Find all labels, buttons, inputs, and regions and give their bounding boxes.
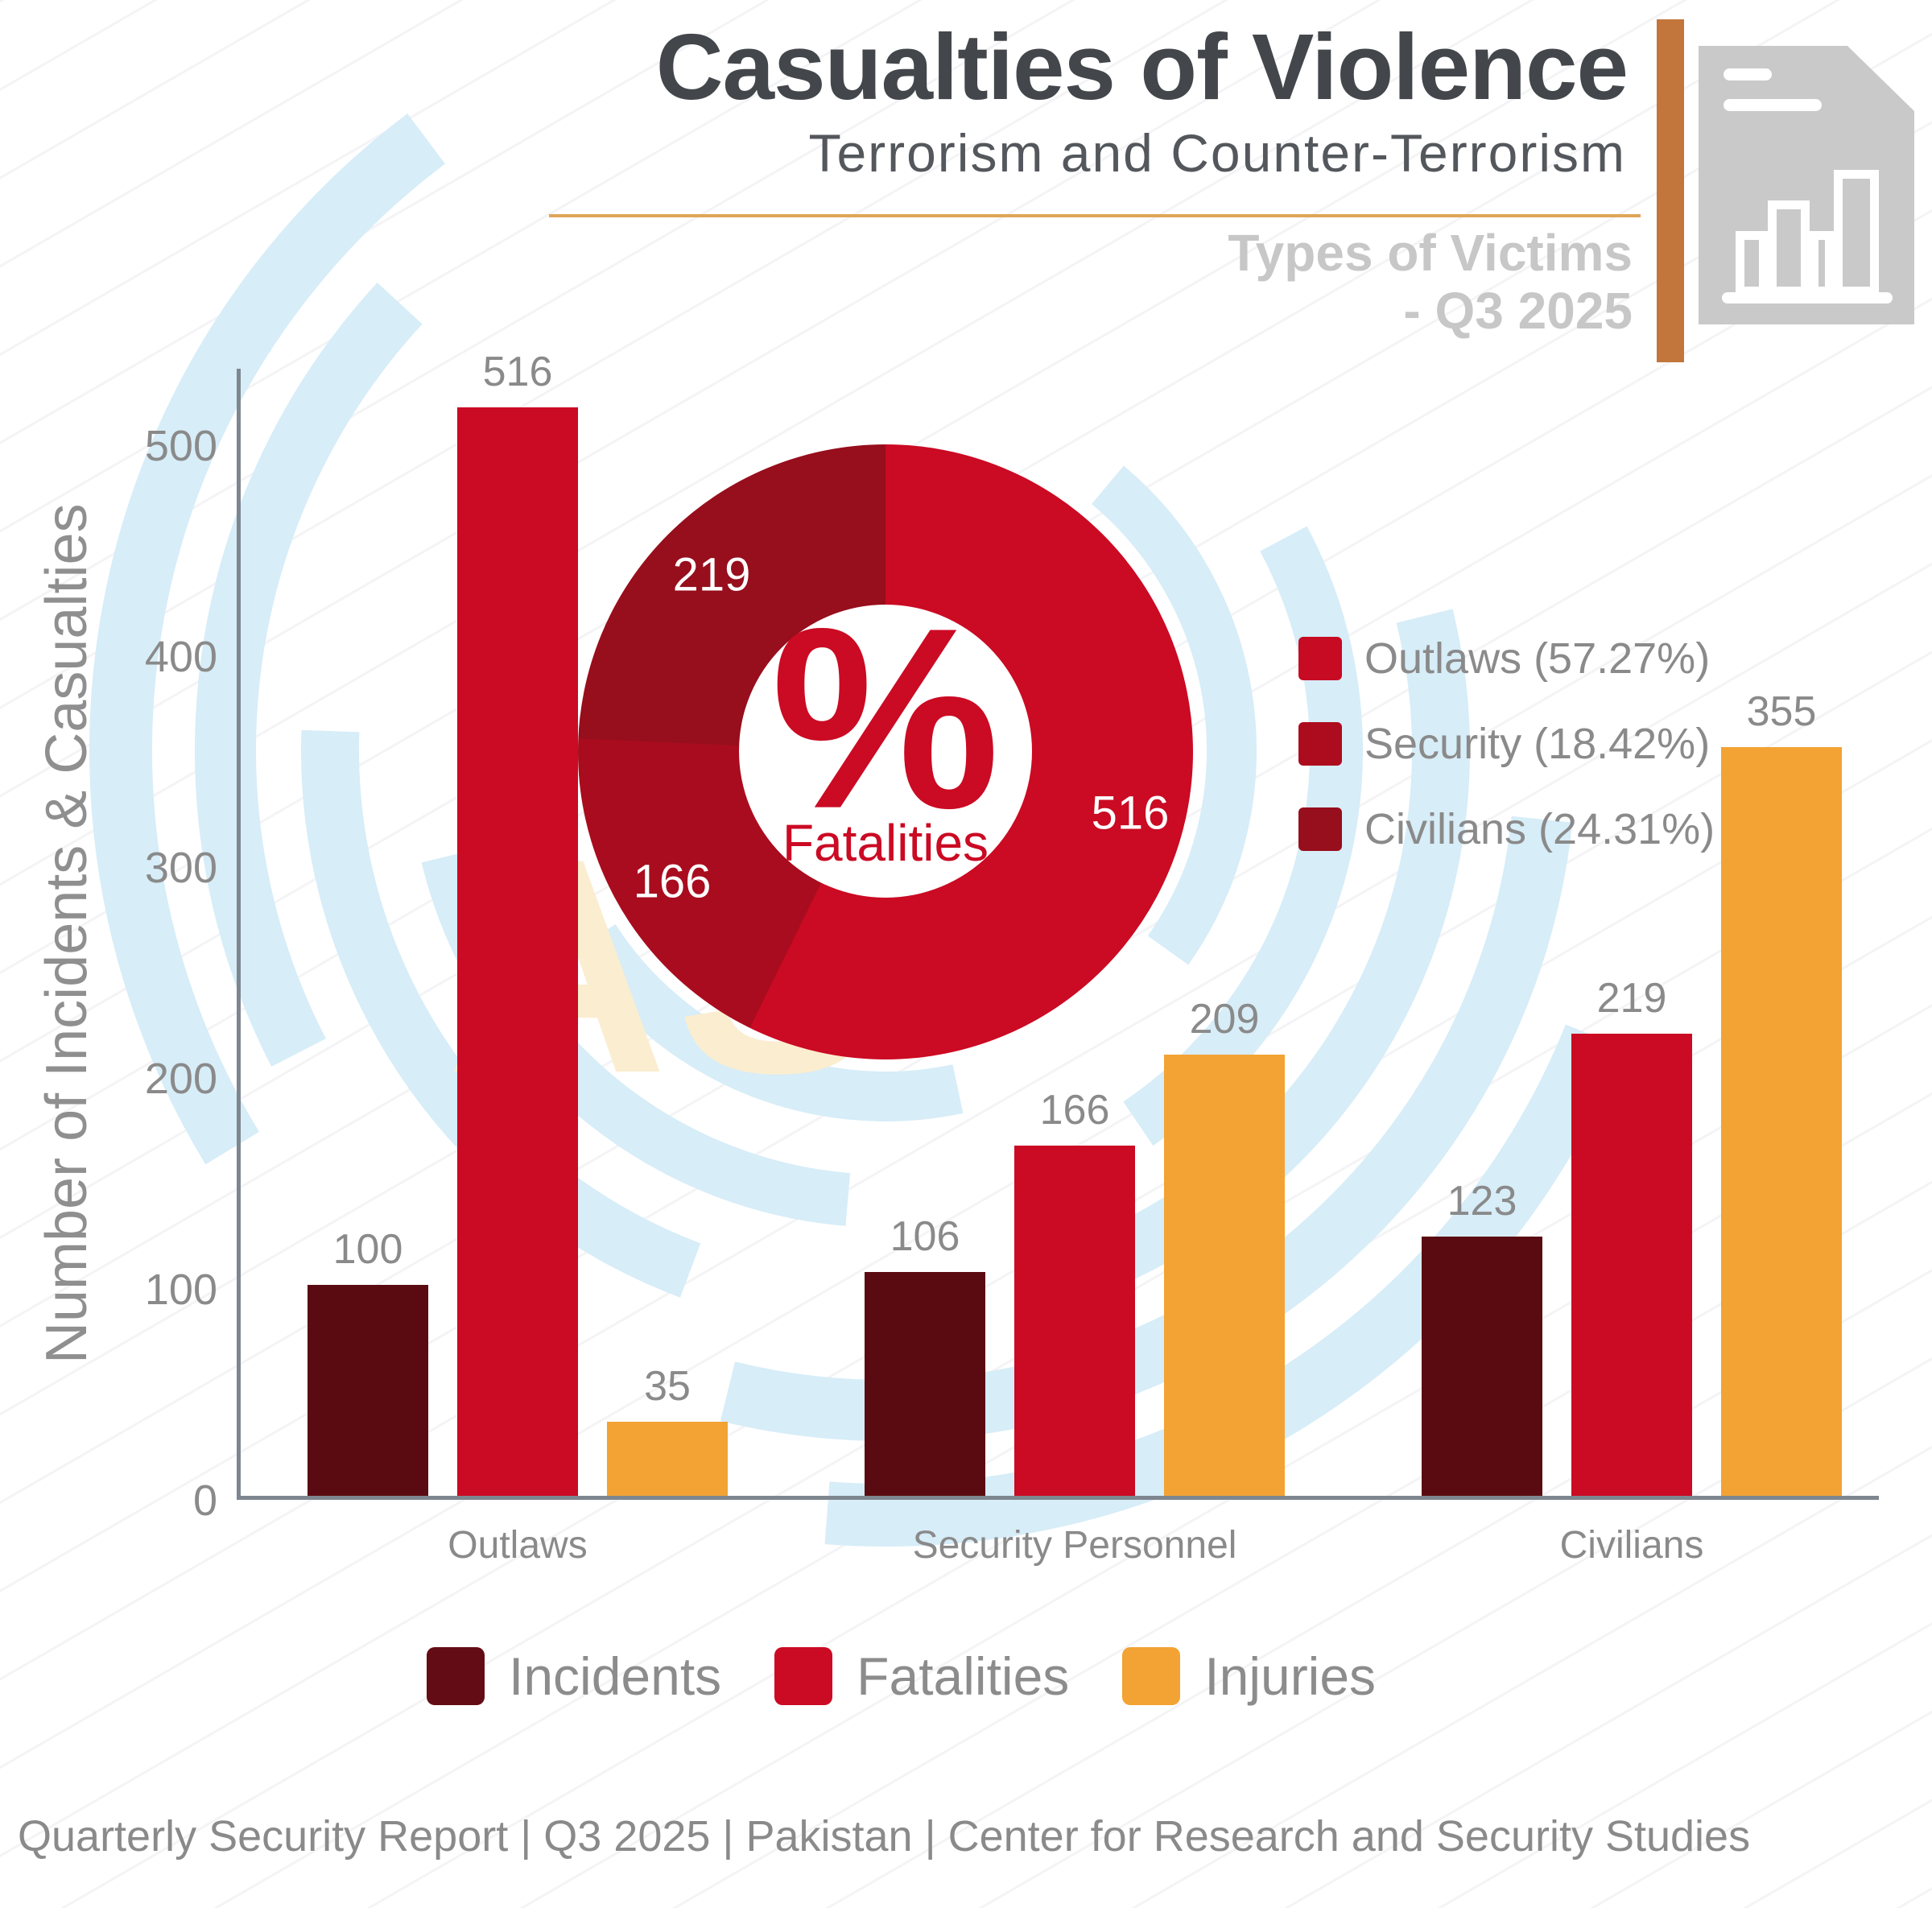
donut-value-civilians: 219 [672,548,751,601]
legend-row-security: Security (18.42%) [1298,719,1715,769]
y-tick-200: 200 [144,1055,217,1103]
tagline-line2: - Q3 2025 [1403,282,1633,341]
bar-security-fatalities: 166 [1014,1086,1135,1496]
legend-row-outlaws: Outlaws (57.27%) [1298,634,1715,683]
page-subtitle: Terrorism and Counter-Terrorism [808,123,1626,183]
bar [308,1285,428,1496]
donut-value-security: 166 [633,855,712,908]
footer-source-line: Quarterly Security Report | Q3 2025 | Pa… [18,1812,1751,1861]
bar [457,407,578,1496]
bar-group-civilians: 123 219 355 [1422,688,1842,1496]
legend-label: Injuries [1204,1646,1377,1706]
bar-group-outlaws: 100 516 35 [308,348,728,1496]
y-tick-400: 400 [144,633,217,681]
bar-value-label: 35 [644,1363,691,1410]
percent-icon: % [770,573,1001,862]
legend-label: Outlaws (57.27%) [1364,634,1711,683]
legend-swatch-incidents [427,1647,485,1705]
legend-label: Civilians (24.31%) [1364,805,1715,853]
x-label-civilians: Civilians [1559,1524,1704,1567]
bar-value-label: 355 [1746,688,1817,735]
bar [1164,1055,1285,1496]
bar-civilians-fatalities: 219 [1571,974,1692,1496]
bar [1721,747,1842,1496]
donut-value-outlaws: 516 [1091,787,1170,840]
x-axis-line [237,1496,1879,1500]
legend-item-incidents: Incidents [427,1646,721,1707]
y-tick-100: 100 [144,1266,217,1314]
bar-outlaws-incidents: 100 [308,1225,428,1496]
legend-swatch-injuries [1122,1647,1181,1705]
orange-accent-bar [1657,19,1684,362]
bar-value-label: 100 [332,1226,403,1273]
bar-civilians-incidents: 123 [1422,1177,1542,1496]
bar [1571,1034,1692,1496]
tagline-line1: Types of Victims [1228,224,1633,282]
bar-outlaws-injuries: 35 [607,1362,728,1496]
legend-swatch-outlaws [1298,637,1342,680]
legend-item-injuries: Injuries [1122,1646,1376,1707]
y-tick-0: 0 [192,1476,217,1525]
legend-label: Fatalities [857,1646,1070,1706]
bar [1014,1146,1135,1496]
bar-value-label: 516 [482,349,553,395]
title-underline [549,214,1641,217]
bar-value-label: 209 [1189,996,1260,1043]
x-label-security: Security Personnel [912,1524,1237,1567]
bar-value-label: 166 [1039,1087,1110,1134]
legend-swatch-fatalities [774,1647,833,1705]
document-bar-chart-icon [1722,165,1893,304]
bar-value-label: 219 [1596,975,1667,1022]
document-text-line-icon [1724,99,1822,111]
bar-value-label: 106 [890,1213,960,1260]
bar [1422,1237,1542,1496]
bar [865,1272,985,1496]
fatalities-donut-chart: 219 166 516 % Fatalities [578,444,1193,1059]
donut-hole [739,605,1032,898]
page-title: Casualties of Violence [655,14,1629,119]
y-tick-500: 500 [144,422,217,470]
y-tick-300: 300 [144,844,217,892]
document-text-line-icon [1724,68,1772,81]
bar-value-label: 123 [1447,1178,1517,1225]
chart-tagline: Types of Victims - Q3 2025 [1228,224,1633,341]
y-axis-line [237,369,241,1499]
legend-label: Incidents [509,1646,722,1706]
bar-chart-legend: Incidents Fatalities Injuries [427,1646,1376,1707]
bar-civilians-injuries: 355 [1721,688,1842,1496]
legend-item-fatalities: Fatalities [774,1646,1069,1707]
legend-swatch-security [1298,722,1342,766]
legend-swatch-civilians [1298,807,1342,851]
bar-security-incidents: 106 [865,1212,985,1496]
legend-row-civilians: Civilians (24.31%) [1298,804,1715,854]
x-label-outlaws: Outlaws [448,1524,588,1567]
bar [607,1422,728,1496]
donut-legend: Outlaws (57.27%) Security (18.42%) Civil… [1298,634,1715,854]
bar-outlaws-fatalities: 516 [457,348,578,1496]
legend-label: Security (18.42%) [1364,720,1711,768]
bar-group-security-personnel: 106 166 209 [865,995,1285,1496]
bar-chart-plot-area: 100 516 35 106 166 209 123 [239,349,1878,1496]
y-axis-title: Number of Incidents & Casualties [35,503,99,1365]
donut-center-label: Fatalities [782,814,989,872]
bar-security-injuries: 209 [1164,995,1285,1496]
